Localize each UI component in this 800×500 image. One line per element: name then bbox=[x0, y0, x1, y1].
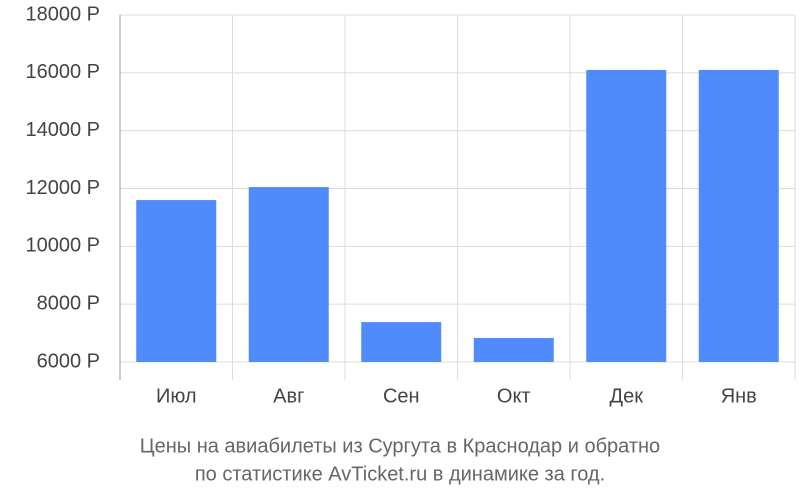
x-tick-label: Дек bbox=[610, 385, 644, 407]
bar bbox=[698, 69, 779, 363]
y-tick-label: 12000 Р bbox=[25, 177, 100, 199]
bar bbox=[136, 200, 217, 362]
y-tick-label: 16000 Р bbox=[25, 61, 100, 83]
bar bbox=[473, 337, 554, 362]
y-tick-label: 10000 Р bbox=[25, 235, 100, 257]
y-tick-label: 18000 Р bbox=[25, 3, 100, 25]
chart-title: по статистике AvTicket.ru в динамике за … bbox=[195, 463, 605, 485]
chart-title: Цены на авиабилеты из Сургута в Краснода… bbox=[140, 435, 660, 457]
y-tick-label: 14000 Р bbox=[25, 119, 100, 141]
bar bbox=[586, 69, 667, 363]
x-tick-label: Сен bbox=[383, 385, 420, 407]
bar bbox=[361, 322, 442, 362]
x-tick-label: Окт bbox=[497, 385, 531, 407]
bar bbox=[248, 187, 329, 362]
y-tick-label: 6000 Р bbox=[37, 350, 100, 372]
y-tick-label: 8000 Р bbox=[37, 292, 100, 314]
x-tick-label: Июл bbox=[156, 385, 197, 407]
x-tick-label: Янв bbox=[721, 385, 757, 407]
x-tick-label: Авг bbox=[273, 385, 304, 407]
